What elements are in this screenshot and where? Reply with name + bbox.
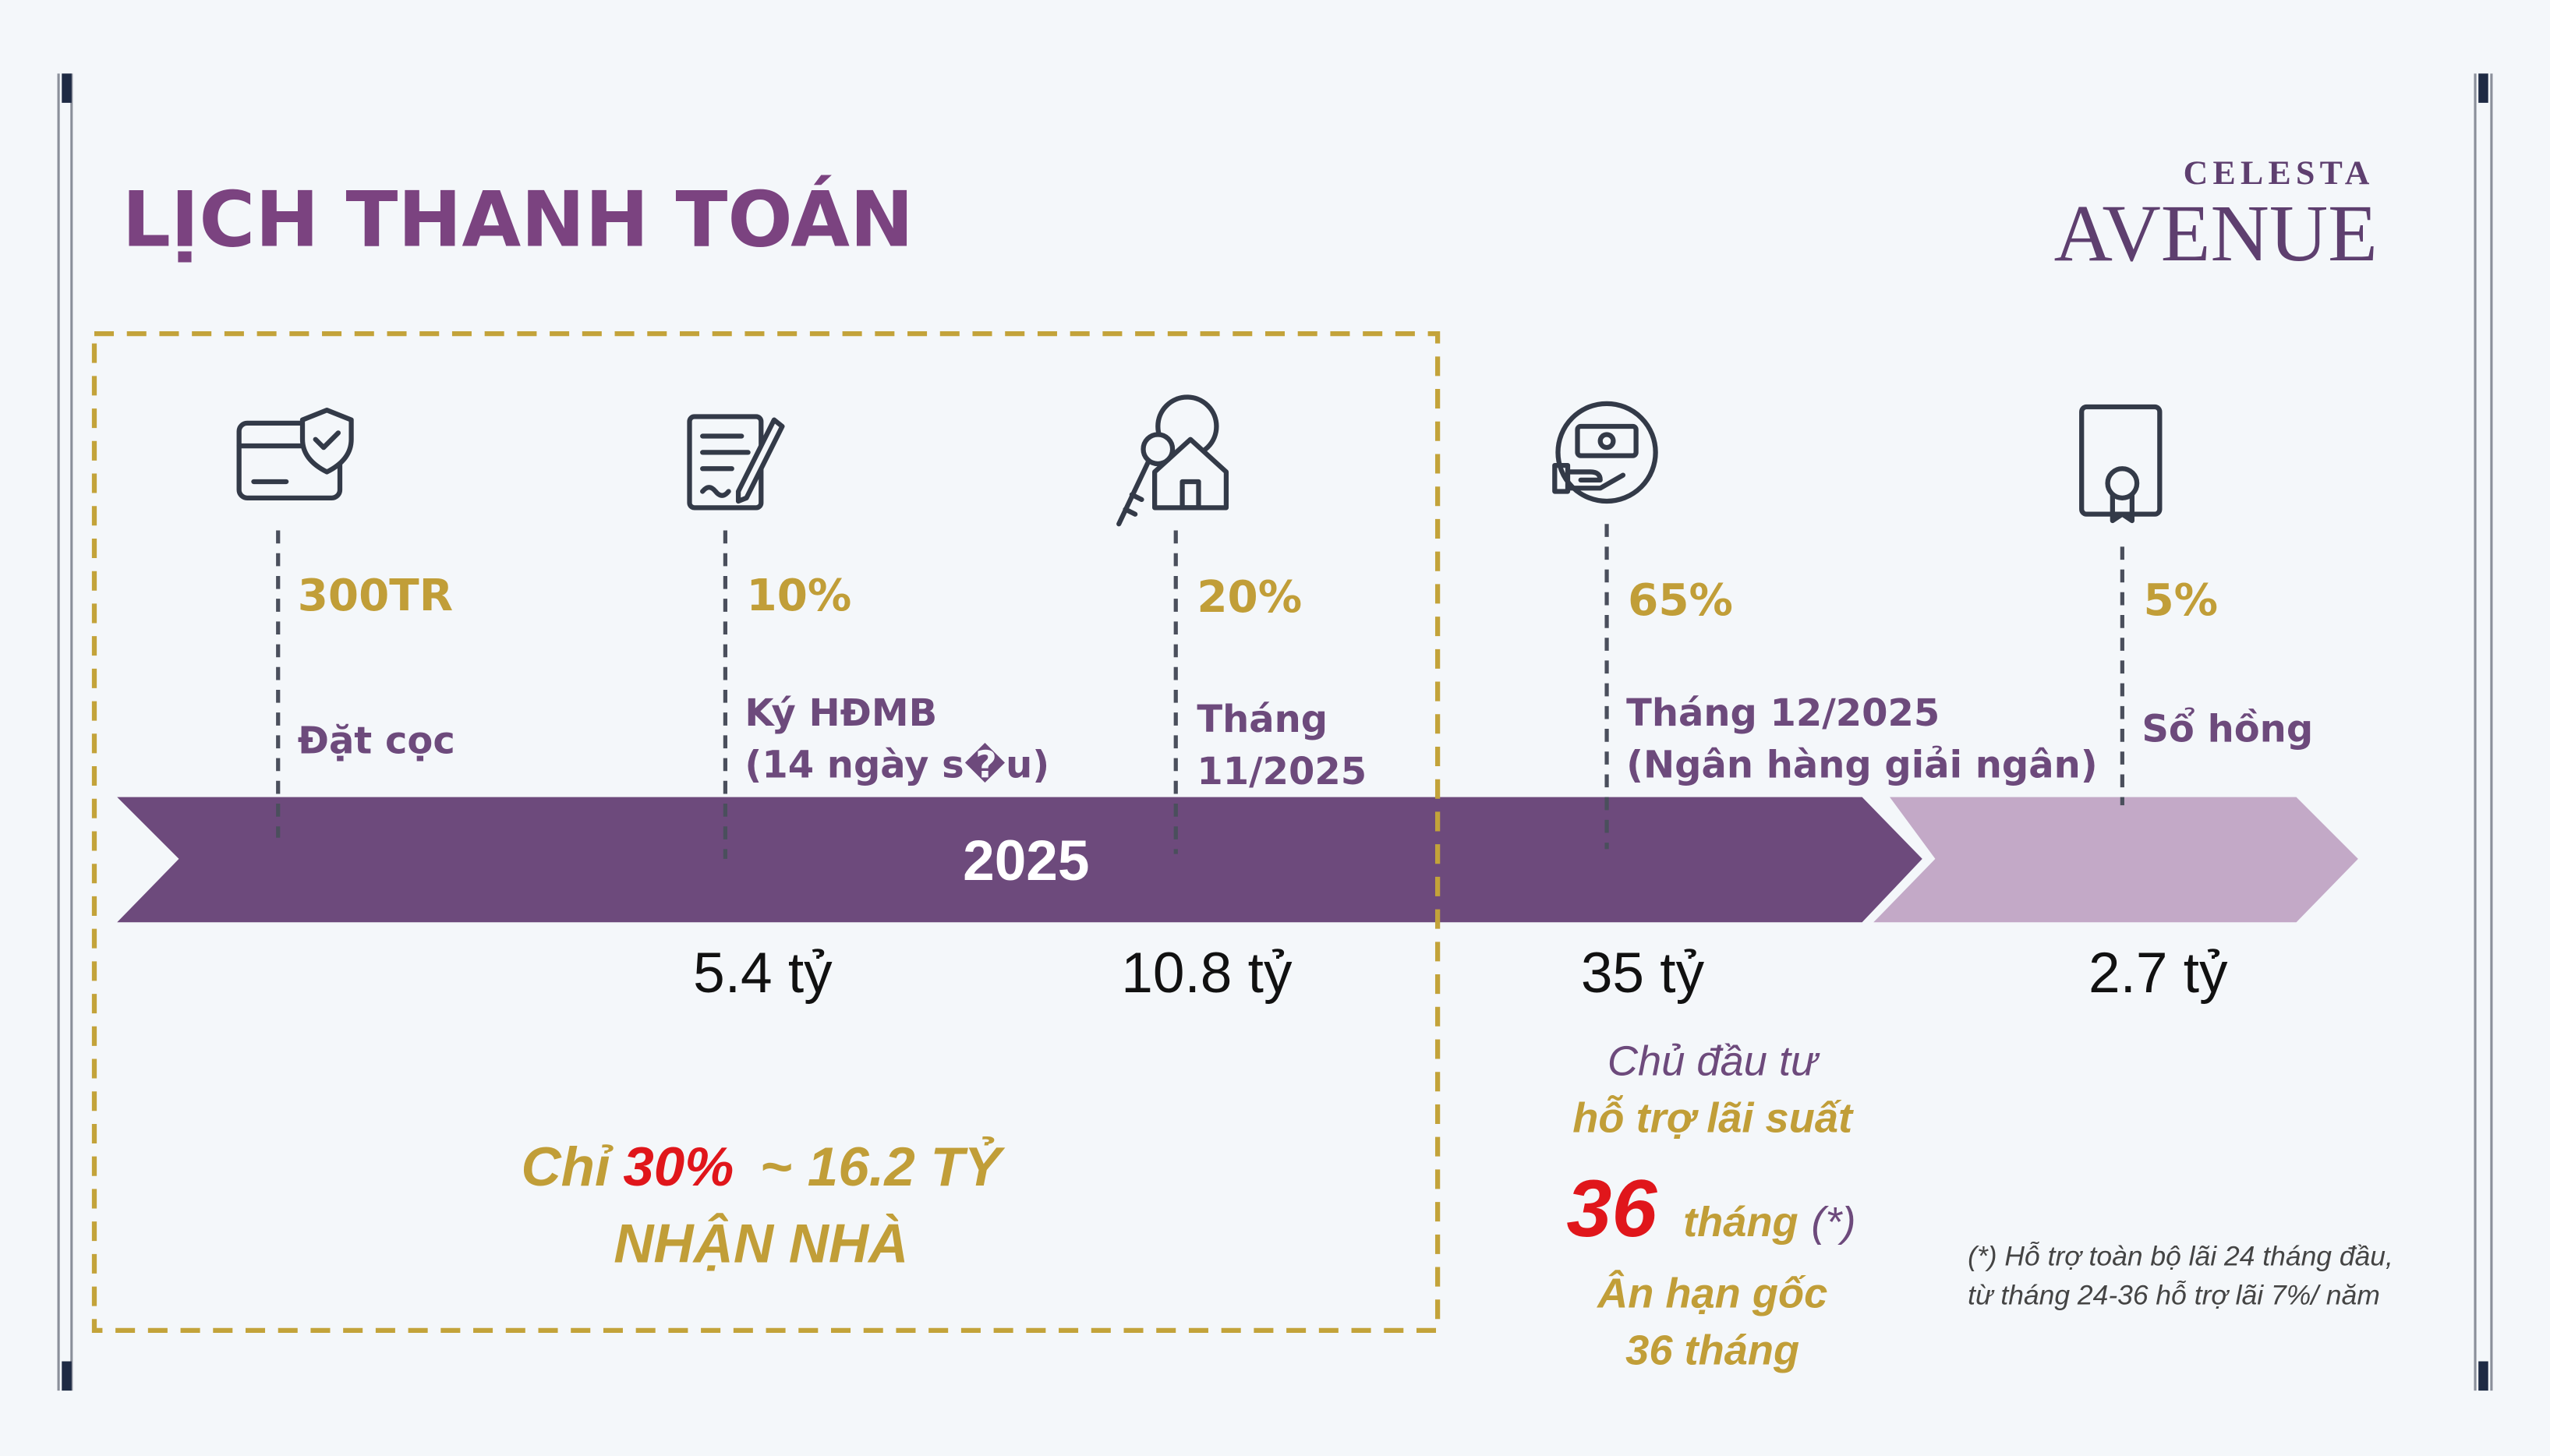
support-number: 36 [1566, 1164, 1657, 1254]
support-line5: 36 tháng [1625, 1327, 1799, 1374]
footnote: (*) Hỗ trợ toàn bộ lãi 24 tháng đầu, [1968, 1240, 2393, 1271]
highlight-box [91, 330, 1441, 1334]
frame-right [2474, 73, 2493, 1391]
step-amount: 10% [747, 571, 852, 621]
support-line1: Chủ đầu tư [1607, 1037, 1820, 1084]
step-label: Ký HĐMB [744, 691, 937, 735]
icon-card [236, 408, 354, 500]
icon-cash-hand [1552, 401, 1658, 504]
logo-top: CELESTA [2184, 154, 2375, 192]
step-total: 10.8 tỷ [1121, 942, 1293, 1005]
support-unit-line: tháng (*) [1683, 1199, 1855, 1246]
step-label: Tháng 12/2025 [1626, 691, 1940, 735]
step-label: Tháng [1197, 698, 1328, 741]
support-unit: tháng [1683, 1199, 1798, 1246]
step-label: Sổ hồng [2142, 708, 2313, 751]
step-total: 35 tỷ [1581, 942, 1705, 1005]
step-amount: 65% [1628, 575, 1733, 626]
step-label: Đặt cọc [298, 719, 455, 762]
footnote: từ tháng 24-36 hỗ trợ lãi 7%/ năm [1968, 1280, 2380, 1311]
step-label: (14 ngày s�u) [744, 743, 1049, 787]
title: LỊCH THANH TOÁN [122, 175, 914, 264]
support-line2: hỗ trợ lãi suất [1572, 1094, 1854, 1141]
timeline-arrow-light [1873, 797, 2358, 923]
support-line4: Ân hạn gốc [1596, 1270, 1827, 1317]
highlight-prefix: Chỉ [521, 1136, 614, 1198]
icon-contract [687, 414, 785, 511]
step-amount: 20% [1197, 572, 1302, 623]
highlight-line2: NHẬN NHÀ [614, 1212, 908, 1274]
step-label: 11/2025 [1197, 750, 1367, 793]
icon-certificate [2079, 404, 2163, 524]
step-amount: 300TR [298, 571, 453, 621]
support-mark: (*) [1811, 1199, 1855, 1246]
step-total: 2.7 tỷ [2088, 942, 2228, 1005]
step-total: 5.4 tỷ [693, 942, 833, 1005]
step-label: (Ngân hàng giải ngân) [1626, 744, 2098, 787]
highlight-line1: Chỉ 30% ~ 16.2 TỶ [521, 1136, 1005, 1198]
highlight-percent: 30% [623, 1136, 734, 1198]
highlight-suffix: ~ 16.2 TỶ [760, 1136, 1006, 1198]
logo-bottom: AVENUE [2054, 188, 2378, 278]
icon-house-key [1116, 394, 1229, 527]
timeline-arrow [117, 797, 1922, 923]
year: 2025 [963, 829, 1089, 892]
frame-left [57, 73, 73, 1391]
step-amount: 5% [2143, 575, 2218, 626]
